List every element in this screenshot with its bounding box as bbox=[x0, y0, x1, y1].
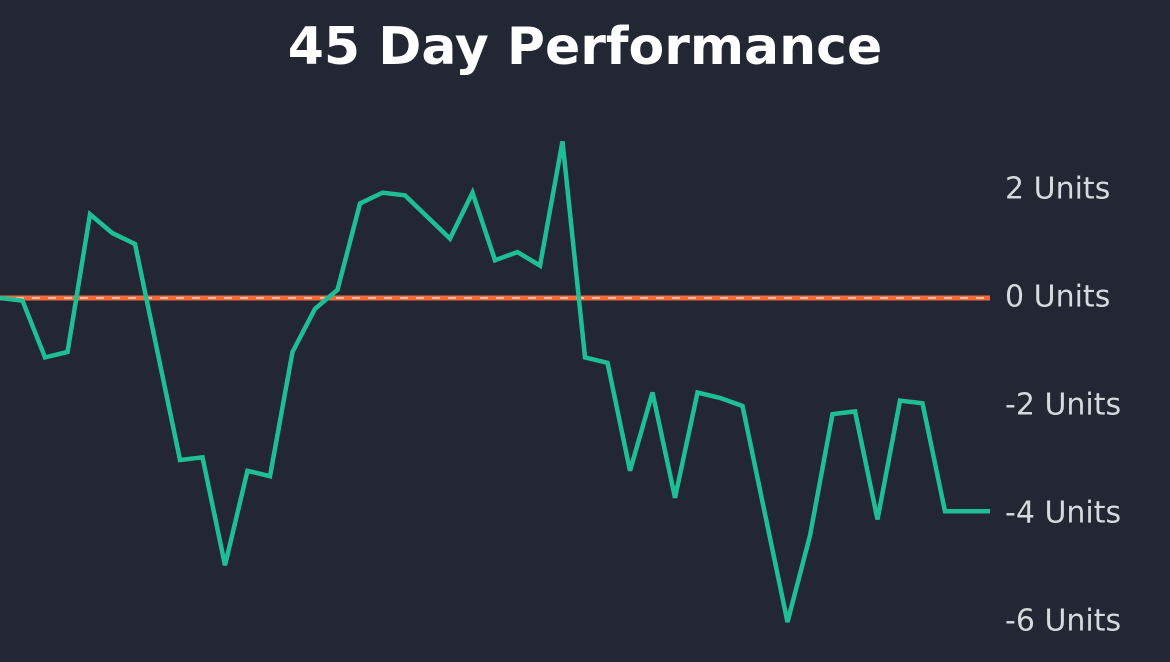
chart-title: 45 Day Performance bbox=[288, 17, 883, 77]
series-line bbox=[0, 140, 990, 623]
y-tick-label: -2 Units bbox=[1005, 388, 1121, 423]
y-tick-label: 2 Units bbox=[1005, 172, 1110, 207]
y-tick-label: 0 Units bbox=[1005, 280, 1110, 315]
y-tick-label: -4 Units bbox=[1005, 496, 1121, 531]
y-tick-label: -6 Units bbox=[1005, 604, 1121, 639]
